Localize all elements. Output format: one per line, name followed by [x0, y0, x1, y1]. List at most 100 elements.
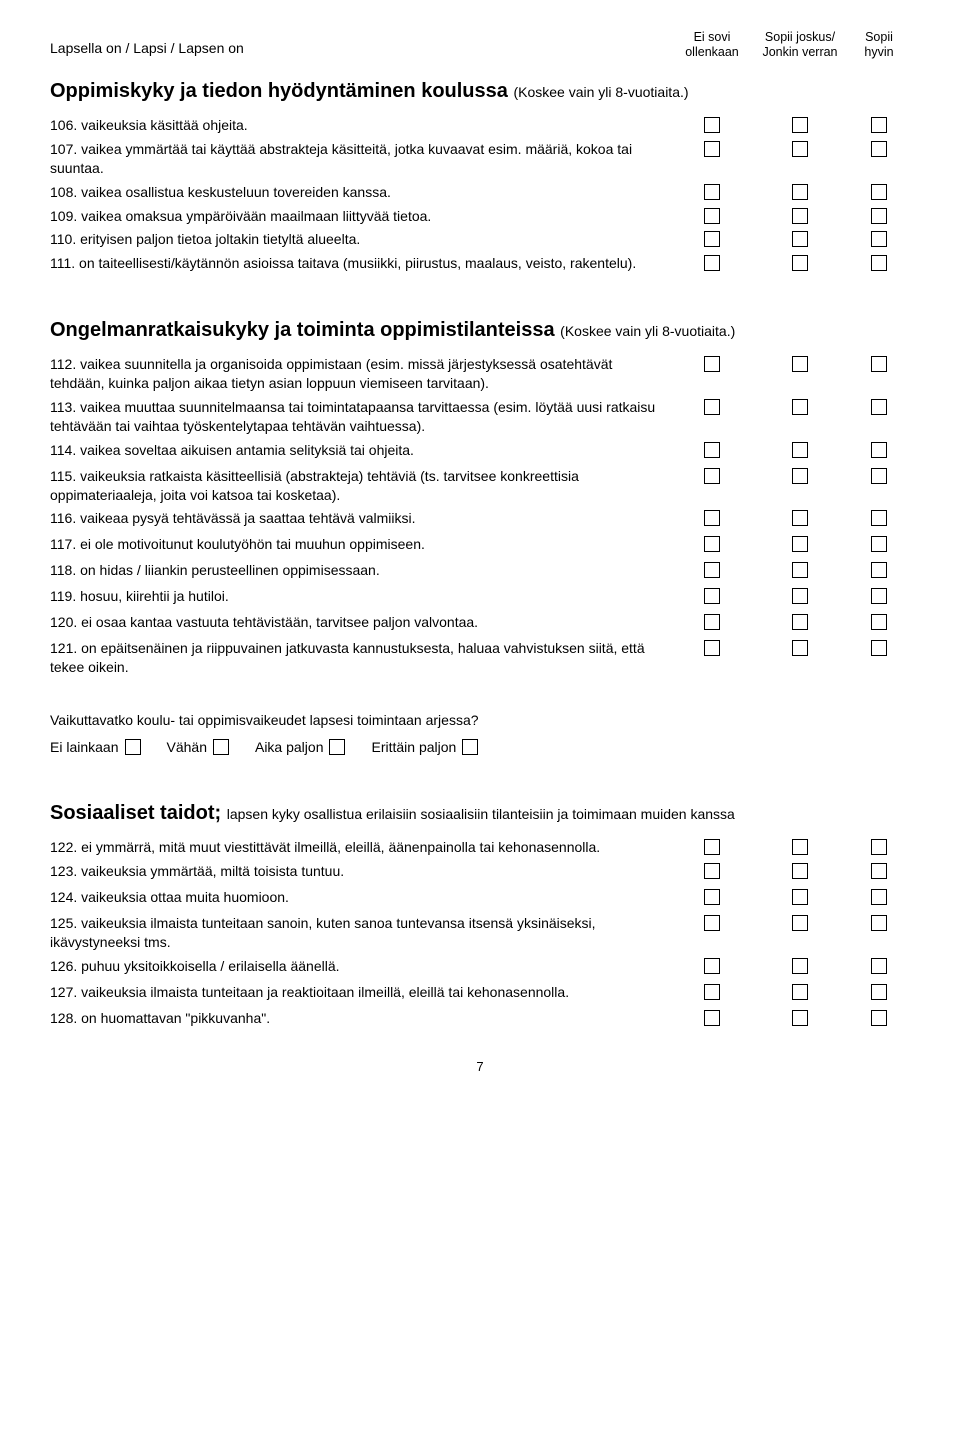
- checkbox-120-3[interactable]: [871, 614, 887, 630]
- checkbox-108-2[interactable]: [792, 184, 808, 200]
- item-text: 121. on epäitsenäinen ja riippuvainen ja…: [50, 638, 672, 677]
- checkbox-107-2[interactable]: [792, 141, 808, 157]
- checkbox-122-3[interactable]: [871, 839, 887, 855]
- checkbox-110-3[interactable]: [871, 231, 887, 247]
- checkbox-111-3[interactable]: [871, 255, 887, 271]
- item-text: 126. puhuu yksitoikkoisella / erilaisell…: [50, 956, 672, 976]
- checkbox-113-2[interactable]: [792, 399, 808, 415]
- checkbox-112-2[interactable]: [792, 356, 808, 372]
- item-109: 109. vaikea omaksua ympäröivään maailmaa…: [50, 206, 910, 226]
- checkbox-opt3[interactable]: [329, 739, 345, 755]
- item-116: 116. vaikeaa pysyä tehtävässä ja saattaa…: [50, 508, 910, 528]
- checkbox-118-3[interactable]: [871, 562, 887, 578]
- checkbox-128-3[interactable]: [871, 1010, 887, 1026]
- checkbox-118-2[interactable]: [792, 562, 808, 578]
- checkbox-106-3[interactable]: [871, 117, 887, 133]
- col-header-2: Sopii joskus/ Jonkin verran: [752, 30, 848, 60]
- checkbox-117-2[interactable]: [792, 536, 808, 552]
- item-118: 118. on hidas / liiankin perusteellinen …: [50, 560, 910, 580]
- checkbox-115-3[interactable]: [871, 468, 887, 484]
- item-127: 127. vaikeuksia ilmaista tunteitaan ja r…: [50, 982, 910, 1002]
- checkbox-106-1[interactable]: [704, 117, 720, 133]
- checkbox-113-3[interactable]: [871, 399, 887, 415]
- page-header: Lapsella on / Lapsi / Lapsen on Ei sovi …: [50, 30, 910, 60]
- checkbox-120-1[interactable]: [704, 614, 720, 630]
- item-106: 106. vaikeuksia käsittää ohjeita.: [50, 115, 910, 135]
- item-text: 127. vaikeuksia ilmaista tunteitaan ja r…: [50, 982, 672, 1002]
- item-text: 106. vaikeuksia käsittää ohjeita.: [50, 115, 672, 135]
- checkbox-116-3[interactable]: [871, 510, 887, 526]
- checkbox-121-2[interactable]: [792, 640, 808, 656]
- checkbox-107-1[interactable]: [704, 141, 720, 157]
- checkbox-opt2[interactable]: [213, 739, 229, 755]
- checkbox-126-3[interactable]: [871, 958, 887, 974]
- item-119: 119. hosuu, kiirehtii ja hutiloi.: [50, 586, 910, 606]
- checkbox-128-1[interactable]: [704, 1010, 720, 1026]
- checkbox-110-1[interactable]: [704, 231, 720, 247]
- item-113: 113. vaikea muuttaa suunnitelmaansa tai …: [50, 397, 910, 436]
- checkbox-121-3[interactable]: [871, 640, 887, 656]
- checkbox-109-1[interactable]: [704, 208, 720, 224]
- checkbox-114-1[interactable]: [704, 442, 720, 458]
- checkbox-120-2[interactable]: [792, 614, 808, 630]
- item-text: 118. on hidas / liiankin perusteellinen …: [50, 560, 672, 580]
- checkbox-112-1[interactable]: [704, 356, 720, 372]
- checkbox-108-3[interactable]: [871, 184, 887, 200]
- section-1-title: Oppimiskyky ja tiedon hyödyntäminen koul…: [50, 78, 910, 105]
- checkbox-106-2[interactable]: [792, 117, 808, 133]
- checkbox-117-1[interactable]: [704, 536, 720, 552]
- item-text: 112. vaikea suunnitella ja organisoida o…: [50, 354, 672, 393]
- checkbox-111-2[interactable]: [792, 255, 808, 271]
- checkbox-118-1[interactable]: [704, 562, 720, 578]
- checkbox-115-1[interactable]: [704, 468, 720, 484]
- checkbox-opt4[interactable]: [462, 739, 478, 755]
- checkbox-123-1[interactable]: [704, 863, 720, 879]
- section-3-title: Sosiaaliset taidot; lapsen kyky osallist…: [50, 800, 910, 827]
- checkbox-119-3[interactable]: [871, 588, 887, 604]
- checkbox-115-2[interactable]: [792, 468, 808, 484]
- checkbox-121-1[interactable]: [704, 640, 720, 656]
- item-115: 115. vaikeuksia ratkaista käsitteellisiä…: [50, 466, 910, 505]
- item-123: 123. vaikeuksia ymmärtää, miltä toisista…: [50, 861, 910, 881]
- checkbox-119-2[interactable]: [792, 588, 808, 604]
- checkbox-123-3[interactable]: [871, 863, 887, 879]
- col-header-1: Ei sovi ollenkaan: [672, 30, 752, 60]
- checkbox-122-1[interactable]: [704, 839, 720, 855]
- checkbox-108-1[interactable]: [704, 184, 720, 200]
- checkbox-114-3[interactable]: [871, 442, 887, 458]
- rating-column-headers: Ei sovi ollenkaan Sopii joskus/ Jonkin v…: [672, 30, 910, 60]
- checkbox-122-2[interactable]: [792, 839, 808, 855]
- checkbox-128-2[interactable]: [792, 1010, 808, 1026]
- checkbox-123-2[interactable]: [792, 863, 808, 879]
- checkbox-112-3[interactable]: [871, 356, 887, 372]
- checkbox-opt1[interactable]: [125, 739, 141, 755]
- checkbox-110-2[interactable]: [792, 231, 808, 247]
- item-110: 110. erityisen paljon tietoa joltakin ti…: [50, 229, 910, 249]
- checkbox-111-1[interactable]: [704, 255, 720, 271]
- checkbox-127-2[interactable]: [792, 984, 808, 1000]
- checkbox-127-3[interactable]: [871, 984, 887, 1000]
- checkbox-119-1[interactable]: [704, 588, 720, 604]
- checkbox-125-3[interactable]: [871, 915, 887, 931]
- checkbox-107-3[interactable]: [871, 141, 887, 157]
- checkbox-114-2[interactable]: [792, 442, 808, 458]
- item-text: 109. vaikea omaksua ympäröivään maailmaa…: [50, 206, 672, 226]
- checkbox-125-1[interactable]: [704, 915, 720, 931]
- checkbox-126-1[interactable]: [704, 958, 720, 974]
- checkbox-127-1[interactable]: [704, 984, 720, 1000]
- checkbox-116-2[interactable]: [792, 510, 808, 526]
- checkbox-117-3[interactable]: [871, 536, 887, 552]
- checkbox-125-2[interactable]: [792, 915, 808, 931]
- item-117: 117. ei ole motivoitunut koulutyöhön tai…: [50, 534, 910, 554]
- item-text: 107. vaikea ymmärtää tai käyttää abstrak…: [50, 139, 672, 178]
- checkbox-124-3[interactable]: [871, 889, 887, 905]
- item-text: 124. vaikeuksia ottaa muita huomioon.: [50, 887, 672, 907]
- checkbox-109-2[interactable]: [792, 208, 808, 224]
- checkbox-126-2[interactable]: [792, 958, 808, 974]
- item-108: 108. vaikea osallistua keskusteluun tove…: [50, 182, 910, 202]
- checkbox-113-1[interactable]: [704, 399, 720, 415]
- checkbox-124-2[interactable]: [792, 889, 808, 905]
- checkbox-116-1[interactable]: [704, 510, 720, 526]
- checkbox-109-3[interactable]: [871, 208, 887, 224]
- checkbox-124-1[interactable]: [704, 889, 720, 905]
